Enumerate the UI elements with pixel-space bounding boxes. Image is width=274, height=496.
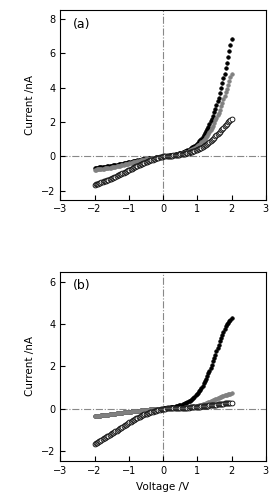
Text: (b): (b) [73, 279, 90, 292]
X-axis label: Voltage /V: Voltage /V [136, 482, 190, 492]
Y-axis label: Current /nA: Current /nA [25, 75, 36, 135]
Text: (a): (a) [73, 17, 90, 31]
Y-axis label: Current /nA: Current /nA [25, 336, 36, 396]
